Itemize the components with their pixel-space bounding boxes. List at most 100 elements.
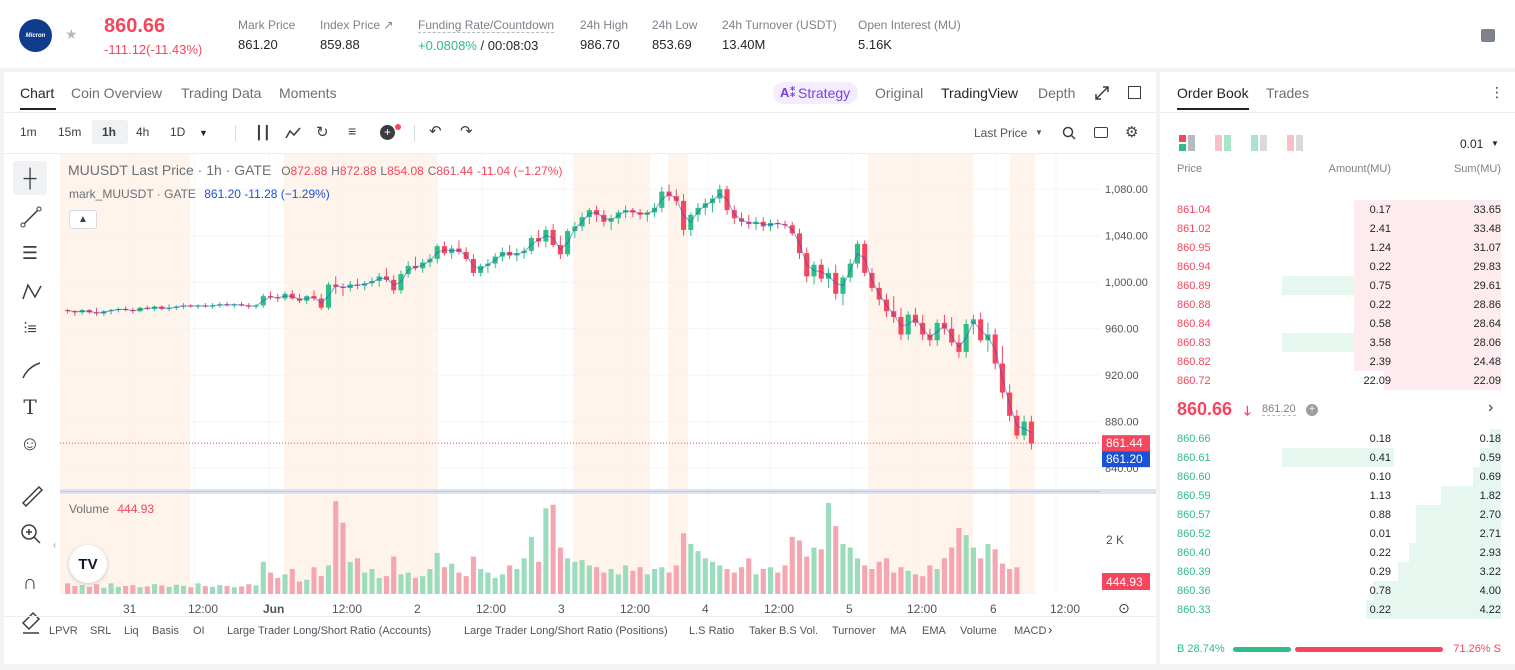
eraser-tool-icon[interactable] [20, 609, 42, 635]
indicator-4[interactable]: OI [193, 625, 205, 637]
chevron-right-icon[interactable]: › [1488, 399, 1494, 416]
indicator-2[interactable]: Liq [124, 625, 139, 637]
tab-order-book[interactable]: Order Book [1177, 85, 1249, 101]
indicator-3[interactable]: Basis [152, 625, 179, 637]
axis-settings-icon[interactable]: ⊙ [1118, 600, 1130, 616]
ask-row[interactable]: 860.84 0.58 28.64 [1160, 314, 1515, 333]
window-icon[interactable] [1128, 86, 1141, 99]
text-tool-icon[interactable]: T [23, 395, 37, 419]
mid-price: 860.66 [1177, 399, 1233, 419]
interval-1d[interactable]: 1D [170, 125, 186, 139]
trendline-tool-icon[interactable] [20, 206, 42, 228]
indicator-10[interactable]: MA [890, 625, 907, 637]
collapse-toolbar-icon[interactable]: ‹ [53, 540, 57, 551]
book-icon[interactable] [1481, 29, 1495, 42]
zoom-in-icon[interactable] [20, 523, 42, 545]
tab-depth[interactable]: Depth [1038, 85, 1076, 101]
indicators-icon[interactable] [285, 126, 301, 140]
indicator-11[interactable]: EMA [922, 625, 946, 637]
crosshair-tool-icon[interactable]: ┼ [13, 161, 47, 195]
indicator-0[interactable]: LPVR [49, 625, 78, 637]
undo-icon[interactable]: ↶ [429, 123, 442, 140]
interval-1h[interactable]: 1h [102, 125, 117, 139]
book-view-both-alt-icon[interactable] [1215, 135, 1231, 151]
ask-row[interactable]: 860.89 0.75 29.61 [1160, 276, 1515, 295]
bid-row[interactable]: 860.57 0.88 2.70 [1160, 505, 1515, 524]
bid-row[interactable]: 860.52 0.01 2.71 [1160, 524, 1515, 543]
pattern-tool-icon[interactable] [20, 281, 44, 303]
tab-moments[interactable]: Moments [279, 85, 337, 101]
measure-tool-icon[interactable]: ⫶≡ [23, 321, 37, 338]
indicator-1[interactable]: SRL [90, 625, 112, 637]
indicator-9[interactable]: Turnover [832, 625, 876, 637]
gear-icon[interactable]: ⚙ [1125, 124, 1139, 141]
search-icon[interactable] [1062, 126, 1076, 140]
bid-row[interactable]: 860.59 1.13 1.82 [1160, 486, 1515, 505]
indicator-13[interactable]: MACD [1014, 625, 1047, 637]
collapse-legend-button[interactable]: ▲ [69, 210, 97, 229]
emoji-tool-icon[interactable]: ☺ [19, 432, 41, 455]
templates-icon[interactable]: ≡ [348, 123, 357, 139]
ask-row[interactable]: 861.02 2.41 33.48 [1160, 219, 1515, 238]
tab-coin-overview[interactable]: Coin Overview [71, 85, 163, 101]
replay-icon[interactable]: ↻ [316, 124, 329, 141]
price-chart[interactable] [60, 154, 1100, 594]
chevron-down-icon[interactable]: ▼ [1035, 128, 1043, 137]
ruler-tool-icon[interactable] [20, 484, 44, 508]
tab-chart[interactable]: Chart [20, 85, 55, 101]
indicator-5[interactable]: Large Trader Long/Short Ratio (Accounts) [227, 625, 432, 637]
more-icon[interactable]: ⋮ [1490, 84, 1504, 100]
stat-label: Funding Rate/Countdown [418, 18, 555, 33]
chevron-right-icon[interactable]: › [1048, 622, 1053, 637]
indicator-12[interactable]: Volume [960, 625, 997, 637]
book-view-both-icon[interactable] [1179, 135, 1195, 151]
indicator-7[interactable]: L.S Ratio [689, 625, 735, 637]
fullscreen-icon[interactable] [1095, 86, 1109, 100]
ask-row[interactable]: 860.88 0.22 28.86 [1160, 295, 1515, 314]
ask-row[interactable]: 860.83 3.58 28.06 [1160, 333, 1515, 352]
ask-row[interactable]: 860.95 1.24 31.07 [1160, 238, 1515, 257]
tab-tradingview[interactable]: TradingView [941, 85, 1019, 101]
brush-tool-icon[interactable] [20, 359, 44, 381]
tab-original[interactable]: Original [875, 85, 924, 101]
bid-row[interactable]: 860.66 0.18 0.18 [1160, 429, 1515, 448]
bid-row[interactable]: 860.61 0.41 0.59 [1160, 448, 1515, 467]
tab-trading-data[interactable]: Trading Data [181, 85, 262, 101]
ask-row[interactable]: 860.82 2.39 24.48 [1160, 352, 1515, 371]
tab-trades[interactable]: Trades [1266, 85, 1310, 101]
indicator-6[interactable]: Large Trader Long/Short Ratio (Positions… [464, 625, 668, 637]
camera-icon[interactable] [1094, 127, 1108, 138]
stat-index-price[interactable]: Index Price ↗ 859.88 [320, 18, 393, 52]
fib-tool-icon[interactable]: ☰ [21, 242, 39, 263]
add-indicator-icon[interactable]: + [380, 125, 395, 140]
interval-1h-active[interactable] [92, 120, 128, 144]
redo-icon[interactable]: ↷ [460, 123, 473, 140]
bid-row[interactable]: 860.39 0.29 3.22 [1160, 562, 1515, 581]
price-source-select[interactable]: Last Price [974, 126, 1028, 140]
price-axis[interactable]: 1,080.00 1,040.00 1,000.00 960.00 920.00 880.… [1100, 154, 1156, 594]
interval-dropdown-icon[interactable]: ▼ [199, 128, 208, 138]
indicator-8[interactable]: Taker B.S Vol. [749, 625, 819, 637]
bid-row[interactable]: 860.33 0.22 4.22 [1160, 600, 1515, 619]
precision-select[interactable]: 0.01 [1460, 137, 1484, 151]
stat-funding-rate[interactable]: Funding Rate/Countdown +0.0808% / 00:08:0… [418, 18, 555, 53]
bid-row[interactable]: 860.60 0.10 0.69 [1160, 467, 1515, 486]
bid-row[interactable]: 860.40 0.22 2.93 [1160, 543, 1515, 562]
strategy-button[interactable]: A⁑ Strategy [773, 82, 858, 104]
tradingview-logo-icon[interactable]: TV [69, 545, 107, 583]
book-view-bids-icon[interactable] [1251, 135, 1267, 151]
chevron-down-icon[interactable]: ▼ [1491, 139, 1499, 148]
favorite-star-icon[interactable]: ★ [65, 26, 78, 42]
magnet-tool-icon[interactable]: ∩ [22, 571, 38, 594]
interval-1m[interactable]: 1m [20, 125, 37, 139]
mark-price-info-icon[interactable]: + [1306, 404, 1318, 416]
ask-row[interactable]: 861.04 0.17 33.65 [1160, 200, 1515, 219]
ask-row[interactable]: 860.94 0.22 29.83 [1160, 257, 1515, 276]
book-view-asks-icon[interactable] [1287, 135, 1303, 151]
candle-type-icon[interactable]: ┃┃ [255, 125, 271, 140]
interval-15m[interactable]: 15m [58, 125, 82, 139]
interval-4h[interactable]: 4h [136, 125, 150, 139]
ask-row[interactable]: 860.72 22.09 22.09 [1160, 371, 1515, 390]
bid-row[interactable]: 860.36 0.78 4.00 [1160, 581, 1515, 600]
ask-sum: 33.65 [1473, 204, 1501, 216]
